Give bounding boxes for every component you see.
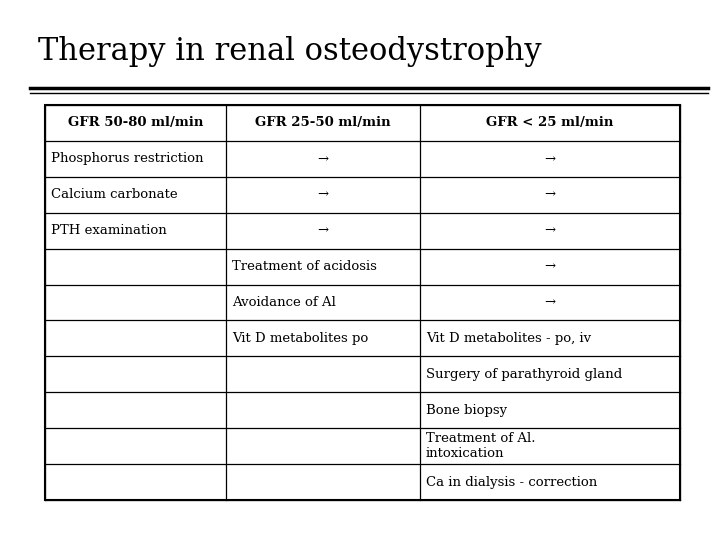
Text: →: → xyxy=(318,152,328,165)
Text: GFR 25-50 ml/min: GFR 25-50 ml/min xyxy=(255,117,391,130)
Text: →: → xyxy=(544,188,555,201)
Text: PTH examination: PTH examination xyxy=(51,224,167,237)
Text: Surgery of parathyroid gland: Surgery of parathyroid gland xyxy=(426,368,622,381)
Bar xyxy=(45,105,680,500)
Text: →: → xyxy=(544,152,555,165)
Text: →: → xyxy=(318,224,328,237)
Text: Vit D metabolites po: Vit D metabolites po xyxy=(232,332,368,345)
Text: Treatment of Al.
intoxication: Treatment of Al. intoxication xyxy=(426,432,535,460)
Text: Therapy in renal osteodystrophy: Therapy in renal osteodystrophy xyxy=(38,36,541,67)
Text: Treatment of acidosis: Treatment of acidosis xyxy=(232,260,377,273)
Text: →: → xyxy=(544,260,555,273)
Text: Bone biopsy: Bone biopsy xyxy=(426,404,507,417)
Text: Phosphorus restriction: Phosphorus restriction xyxy=(51,152,204,165)
Text: Vit D metabolites - po, iv: Vit D metabolites - po, iv xyxy=(426,332,591,345)
Text: GFR < 25 ml/min: GFR < 25 ml/min xyxy=(486,117,613,130)
Text: →: → xyxy=(544,296,555,309)
Text: Calcium carbonate: Calcium carbonate xyxy=(51,188,178,201)
Text: Ca in dialysis - correction: Ca in dialysis - correction xyxy=(426,476,597,489)
Text: →: → xyxy=(544,224,555,237)
Text: Avoidance of Al: Avoidance of Al xyxy=(232,296,336,309)
Text: →: → xyxy=(318,188,328,201)
Text: GFR 50-80 ml/min: GFR 50-80 ml/min xyxy=(68,117,203,130)
